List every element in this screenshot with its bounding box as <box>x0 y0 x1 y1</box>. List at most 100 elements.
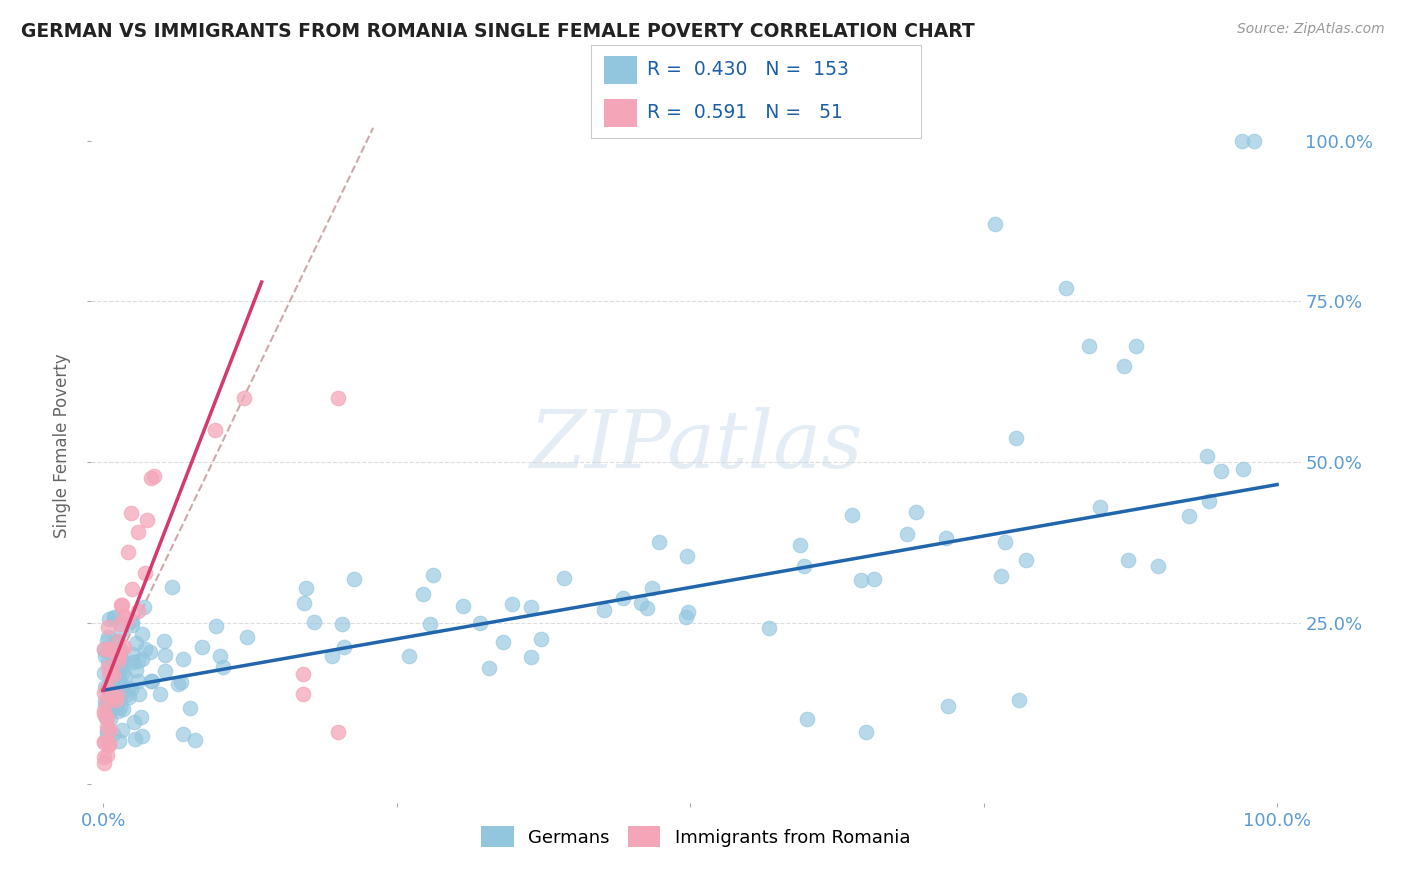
Bar <box>603 99 637 127</box>
Point <box>1125 339 1147 353</box>
Point <box>553 571 575 585</box>
Point <box>107 704 129 718</box>
Point <box>134 566 156 580</box>
Point <box>120 682 142 697</box>
Point <box>97 619 120 633</box>
Point <box>107 648 129 662</box>
Point <box>96 694 118 708</box>
Point <box>93 706 115 721</box>
Point <box>98 612 121 626</box>
Point <box>291 667 314 681</box>
Point <box>101 673 124 687</box>
Point <box>94 680 117 694</box>
Text: ZIPatlas: ZIPatlas <box>529 408 863 484</box>
Point <box>101 671 124 685</box>
Point <box>204 423 226 437</box>
Point <box>112 608 135 623</box>
Point <box>97 659 120 673</box>
Point <box>128 687 150 701</box>
Point <box>97 630 120 644</box>
Point <box>93 756 115 770</box>
Point <box>93 665 115 680</box>
Point <box>96 634 118 648</box>
Point <box>98 641 121 656</box>
Point <box>212 660 235 674</box>
Point <box>93 749 115 764</box>
Point <box>1078 339 1101 353</box>
Point <box>153 648 176 662</box>
Point <box>179 701 201 715</box>
Point <box>96 723 118 738</box>
Point <box>184 733 207 747</box>
Point <box>115 612 138 626</box>
Point <box>101 665 124 680</box>
Point <box>105 637 128 651</box>
Point <box>612 591 634 605</box>
Point <box>115 688 138 702</box>
Point <box>1114 359 1136 373</box>
Point <box>863 572 886 586</box>
Point <box>131 729 153 743</box>
Point <box>789 538 811 552</box>
Point <box>108 665 131 679</box>
Point <box>141 673 163 688</box>
Point <box>94 649 117 664</box>
Point <box>120 507 142 521</box>
Point <box>115 681 138 696</box>
Point <box>343 572 366 586</box>
Point <box>1088 500 1111 515</box>
Point <box>648 534 671 549</box>
Point <box>172 652 194 666</box>
Point <box>209 648 232 663</box>
Point <box>121 655 143 669</box>
Point <box>641 581 664 595</box>
Point <box>94 711 117 725</box>
Point <box>676 605 699 619</box>
Point <box>1232 462 1254 476</box>
Point <box>96 747 118 762</box>
Point <box>134 641 156 656</box>
Point <box>292 596 315 610</box>
Point <box>98 703 121 717</box>
Point <box>98 696 121 710</box>
Point <box>101 654 124 668</box>
Point <box>100 690 122 705</box>
Point <box>139 645 162 659</box>
Point <box>108 734 131 748</box>
Point <box>96 711 118 725</box>
Point <box>98 723 121 737</box>
Point <box>136 513 159 527</box>
Point <box>94 694 117 708</box>
Point <box>422 567 444 582</box>
Point <box>321 648 343 663</box>
Point <box>103 611 125 625</box>
Point <box>108 648 131 662</box>
Point <box>121 648 143 662</box>
Point <box>153 665 176 679</box>
Point <box>127 673 149 688</box>
Text: R =  0.430   N =  153: R = 0.430 N = 153 <box>647 61 849 79</box>
Point <box>520 650 543 665</box>
Point <box>333 640 356 654</box>
Point <box>162 581 184 595</box>
Point <box>1147 559 1170 574</box>
Point <box>110 677 132 691</box>
Text: R =  0.591   N =   51: R = 0.591 N = 51 <box>647 103 842 122</box>
Point <box>1230 134 1253 148</box>
Point <box>117 545 139 559</box>
Point <box>107 654 129 668</box>
Point <box>1198 493 1220 508</box>
Point <box>636 601 658 615</box>
Point <box>107 693 129 707</box>
Point <box>125 635 148 649</box>
Point <box>129 710 152 724</box>
Point <box>111 682 134 697</box>
Point <box>1015 552 1038 566</box>
Point <box>121 614 143 628</box>
Point <box>125 663 148 677</box>
Point <box>111 653 134 667</box>
Point <box>676 549 699 564</box>
Point <box>101 668 124 682</box>
Point <box>142 468 165 483</box>
Point <box>295 581 318 595</box>
